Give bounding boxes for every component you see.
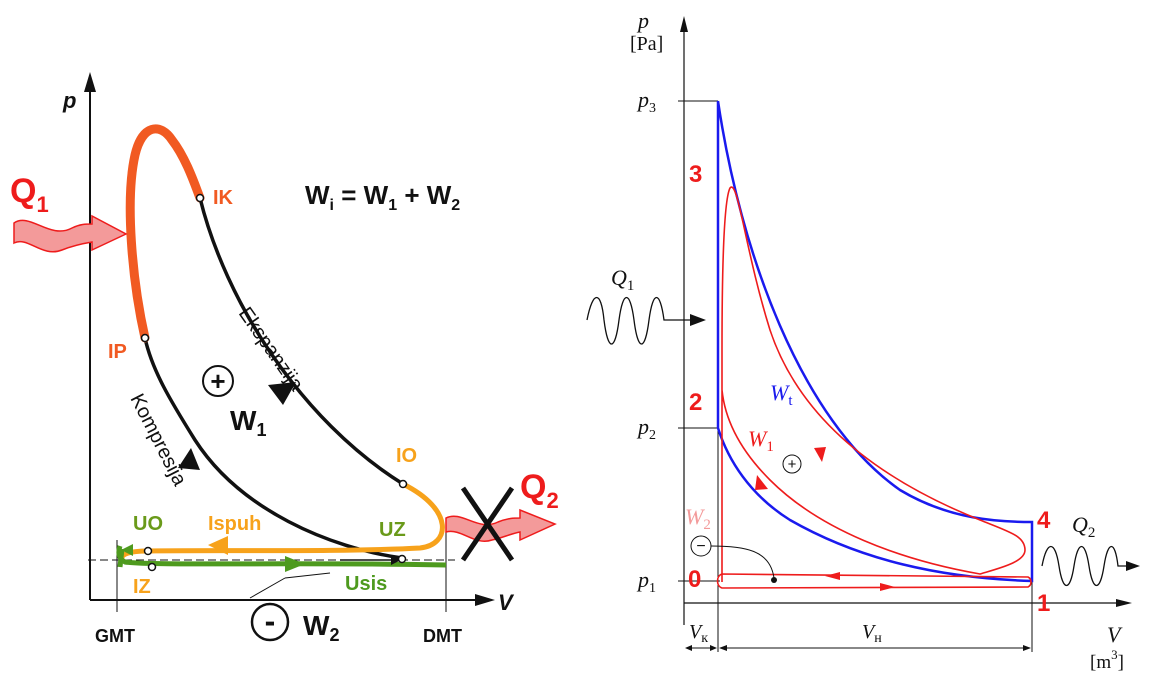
point-ik <box>195 193 205 203</box>
compression-curve <box>143 337 403 560</box>
point-uz <box>397 554 407 564</box>
expansion-curve <box>198 197 404 486</box>
vk-dim-arrow-l <box>685 645 692 651</box>
label-iz: IZ <box>133 576 151 598</box>
v-axis-right-arrow <box>1116 599 1132 607</box>
positive-work-sign: + <box>210 366 225 396</box>
wt-label: Wt <box>770 380 793 409</box>
state-1: 1 <box>1037 590 1050 617</box>
state-0: 0 <box>688 566 701 593</box>
p-axis-label: p <box>62 88 76 113</box>
q1-heat-arrow <box>13 214 128 253</box>
p-axis-arrow <box>84 72 96 92</box>
usis-leader <box>284 572 331 579</box>
v-axis-right-label: V <box>1107 622 1123 647</box>
vh-label: Vн <box>862 621 882 646</box>
vh-dim-arrow-r <box>1023 645 1031 651</box>
dmt-label: DMT <box>423 626 462 646</box>
negative-work-right-sign: − <box>696 538 705 555</box>
p1-label: p1 <box>636 567 656 596</box>
state-3: 3 <box>689 161 702 188</box>
intake-exhaust-loop <box>716 573 1032 589</box>
vh-dim-arrow-l <box>719 645 727 651</box>
kompresija-label: Kompresija <box>126 390 191 490</box>
p-axis-right-label: p <box>636 8 649 33</box>
vk-label: Vк <box>689 621 708 646</box>
loop-dot <box>771 577 777 583</box>
intake-start-arrow <box>121 544 133 556</box>
positive-work-right <box>782 454 802 474</box>
vk-dim-arrow-r <box>710 645 717 651</box>
intake-arrow-right <box>880 583 895 591</box>
ideal-cycle-diagram: p [Pa] V [m3] p3 p2 p1 Vк Vн 3 2 <box>586 8 1140 673</box>
w1-subscript: 1 <box>256 420 266 440</box>
expansion-arrow-right <box>814 447 826 462</box>
q1-right-label: Q1 <box>611 265 634 294</box>
v-axis-right-unit: [m3] <box>1090 647 1124 673</box>
w2-label: W2 <box>303 610 339 645</box>
q2-right-label: Q2 <box>1072 512 1095 541</box>
work-formula: Wi = W1 + W2 <box>305 180 460 214</box>
q2-heat-arrow <box>445 508 557 542</box>
w1-right-label: W1 <box>748 426 774 455</box>
w1-label: W1 <box>230 405 266 440</box>
exhaust-arrow <box>208 536 228 555</box>
exhaust-arrow-right <box>825 572 840 580</box>
intake-curve-start <box>117 548 125 568</box>
label-uz: UZ <box>379 519 406 541</box>
p3-label: p3 <box>636 87 656 116</box>
w2-leader-right <box>710 545 775 579</box>
p2-label: p2 <box>636 414 656 443</box>
label-ip: IP <box>108 341 127 363</box>
point-uo <box>143 546 153 556</box>
engine-cycle-diagram: p V GMT DMT I <box>10 72 559 646</box>
point-io <box>398 479 408 489</box>
exhaust-curve <box>119 481 445 562</box>
ispuh-label: Ispuh <box>208 513 261 535</box>
p-axis-right-arrow <box>680 16 688 32</box>
state-2: 2 <box>689 389 702 416</box>
v-axis-arrow <box>475 594 495 606</box>
positive-work-right-sign: + <box>788 456 797 473</box>
intake-arrow <box>285 556 305 572</box>
usis-label: Usis <box>345 573 387 595</box>
state-4: 4 <box>1037 507 1051 534</box>
p-axis-right-unit: [Pa] <box>630 33 663 55</box>
label-io: IO <box>396 445 417 467</box>
point-iz <box>147 562 157 572</box>
q2-wave-arrow <box>1126 561 1140 571</box>
gmt-label: GMT <box>95 626 135 646</box>
w2-right-label: W2 <box>685 504 711 533</box>
q1-label: Q1 <box>10 172 49 217</box>
q1-subscript: 1 <box>36 192 48 217</box>
label-ik: IK <box>213 187 234 209</box>
real-cycle <box>721 186 1026 582</box>
label-uo: UO <box>133 513 163 535</box>
q2-subscript: 2 <box>546 488 558 513</box>
heat-addition-curve <box>125 124 205 343</box>
q2-label: Q2 <box>520 468 559 513</box>
theoretical-cycle <box>716 100 1034 583</box>
q1-wave-arrow <box>690 314 706 326</box>
expansion-arrow <box>268 382 296 405</box>
negative-work-sign: - <box>265 603 276 639</box>
q2-cross-b <box>460 486 515 562</box>
w2-leader <box>249 577 286 599</box>
negative-work-circle <box>250 602 290 642</box>
positive-work-circle <box>202 365 234 397</box>
q2-wave <box>1041 545 1132 587</box>
compression-arrow-right <box>755 475 768 490</box>
compression-arrow <box>178 448 200 470</box>
ekspanzija-label: Ekspanzija <box>234 303 308 396</box>
v-axis-label: V <box>498 590 515 615</box>
point-ip <box>140 333 150 343</box>
w2-subscript: 2 <box>329 625 339 645</box>
q1-wave <box>586 297 698 345</box>
